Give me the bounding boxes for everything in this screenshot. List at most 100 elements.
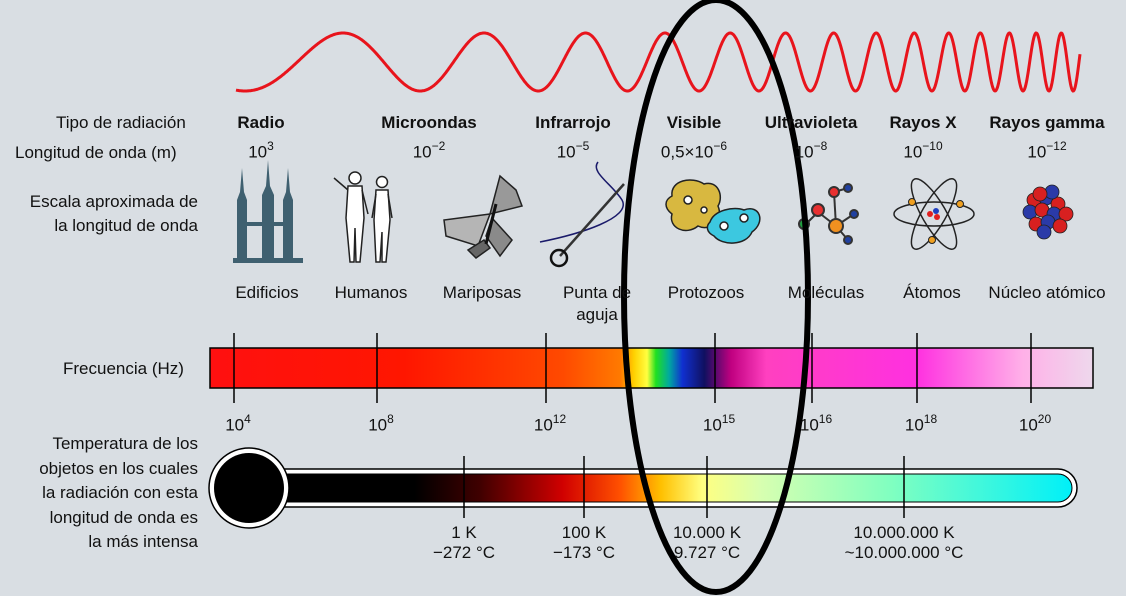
label-temperature-line: la radiación con esta — [42, 483, 198, 502]
wave-curve — [235, 31, 1082, 93]
radiation-type-name: Infrarrojo — [535, 113, 611, 132]
atom-icon — [893, 178, 975, 250]
temperature-tick-label: 10.000 K 9.727 °C — [673, 523, 741, 563]
temperature-tick-marks — [463, 456, 905, 518]
molecule-icon — [798, 183, 859, 245]
frequency-tick-label: 1018 — [904, 412, 938, 436]
temperature-value: 1 K — [451, 523, 477, 542]
scale-example-line: aguja — [576, 305, 618, 324]
radiation-type-name: Radio — [237, 113, 285, 132]
temperature-tick-label: 10.000.000 K ~10.000.000 °C — [845, 523, 964, 563]
power-exponent: 15 — [721, 412, 736, 426]
label-temperature-line: longitud de onda es — [49, 507, 198, 527]
power-exponent: −12 — [1046, 139, 1067, 153]
frequency-tick-label: 104 — [225, 412, 251, 436]
radiation-wavelength-value: 103 — [248, 139, 274, 163]
radiation-wavelength-value: 10−2 — [412, 139, 446, 163]
temperature-value: 9.727 °C — [673, 543, 741, 562]
scale-example-line: Átomos — [903, 283, 961, 302]
power-base: 10 — [904, 415, 924, 435]
temperature-value: 10.000.000 K — [853, 523, 955, 542]
nucleon — [1032, 186, 1048, 202]
power-base: 10 — [412, 142, 432, 162]
power-base: 10 — [533, 415, 553, 435]
nucleon — [1058, 206, 1074, 222]
radiation-wavelength-value: 10−8 — [795, 139, 828, 163]
butterfly-icon — [443, 174, 523, 259]
label-wavelength: Longitud de onda (m) — [15, 143, 177, 162]
scale-example-label: Mariposas — [443, 282, 521, 304]
label-scale: Escala aproximada de la longitud de onda — [30, 190, 198, 238]
power-base: 10 — [799, 415, 819, 435]
nucleus-icon — [1022, 184, 1074, 240]
nucleon — [1052, 218, 1068, 234]
scale-example-line: Moléculas — [787, 283, 865, 302]
power-base: 0,5×10 — [660, 142, 714, 162]
power-exponent: −5 — [575, 139, 590, 153]
thermometer-bar — [249, 473, 1073, 503]
power-exponent: 18 — [923, 412, 938, 426]
temperature-tick-label: 100 K −173 °C — [553, 523, 615, 563]
temperature-value: 10.000 K — [672, 523, 742, 542]
power-base: 10 — [248, 142, 268, 162]
power-exponent: −2 — [431, 139, 446, 153]
power-base: 10 — [368, 415, 388, 435]
frequency-tick-marks — [233, 333, 1032, 403]
power-base: 10 — [702, 415, 722, 435]
scale-example-label: Humanos — [335, 282, 408, 304]
power-base: 10 — [1027, 142, 1047, 162]
frequency-tick-label: 1016 — [799, 412, 833, 436]
temperature-value: ~10.000.000 °C — [844, 543, 964, 562]
thermometer-bulb-fill — [214, 453, 284, 523]
radiation-wavelength-value: 10−10 — [903, 139, 943, 163]
label-temperature-line: Temperatura de los — [52, 434, 198, 453]
radiation-type-name: Visible — [666, 113, 722, 132]
visible-highlight-ellipse — [621, 0, 811, 595]
label-temperature-line: la más intensa — [88, 532, 198, 551]
radiation-type-name: Microondas — [381, 113, 477, 132]
radiation-wavelength-value: 10−12 — [1027, 139, 1067, 163]
power-base: 10 — [1018, 415, 1038, 435]
power-exponent: 4 — [244, 412, 251, 426]
power-base: 10 — [225, 415, 245, 435]
frequency-tick-label: 1012 — [533, 412, 567, 436]
scale-example-label: Moléculas — [788, 282, 865, 304]
scale-example-line: Humanos — [334, 283, 408, 302]
protozoa-icon — [665, 179, 761, 244]
power-base: 10 — [903, 142, 923, 162]
label-scale-line-1: Escala aproximada de — [29, 192, 198, 211]
scale-example-label: Punta de aguja — [563, 282, 631, 326]
temperature-value: −272 °C — [432, 543, 496, 562]
power-exponent: −6 — [713, 139, 728, 153]
radiation-type-name: Ultravioleta — [764, 113, 858, 132]
scale-example-line: Protozoos — [667, 283, 745, 302]
humans-icon — [333, 171, 393, 263]
scale-example-label: Edificios — [235, 282, 298, 304]
temperature-value: 100 K — [561, 523, 607, 542]
power-exponent: 12 — [552, 412, 567, 426]
scale-example-label: Núcleo atómico — [988, 282, 1105, 304]
label-scale-line-2: la longitud de onda — [54, 216, 198, 235]
power-exponent: 8 — [387, 412, 394, 426]
power-exponent: −10 — [922, 139, 943, 153]
scale-example-line: Punta de — [562, 283, 632, 302]
power-exponent: 3 — [267, 139, 274, 153]
power-exponent: 16 — [818, 412, 833, 426]
power-exponent: −8 — [813, 139, 828, 153]
frequency-tick-label: 1020 — [1018, 412, 1051, 436]
needle-icon — [539, 161, 625, 268]
radiation-wavelength-value: 10−5 — [556, 139, 590, 163]
label-temperature: Temperatura de los objetos en los cuales l… — [39, 432, 198, 555]
frequency-tick-label: 1015 — [702, 412, 736, 436]
temperature-tick-label: 1 K −272 °C — [433, 523, 495, 563]
radiation-wavelength-value: 0,5×10−6 — [660, 139, 728, 163]
scale-example-label: Átomos — [903, 282, 961, 304]
label-temperature-line: objetos en los cuales — [39, 458, 198, 478]
radiation-type-name: Rayos gamma — [989, 113, 1105, 132]
power-base: 10 — [556, 142, 576, 162]
scale-example-label: Protozoos — [668, 282, 745, 304]
scale-example-line: Núcleo atómico — [988, 283, 1106, 302]
radiation-type-name: Rayos X — [889, 113, 957, 132]
scale-example-line: Mariposas — [442, 283, 522, 302]
